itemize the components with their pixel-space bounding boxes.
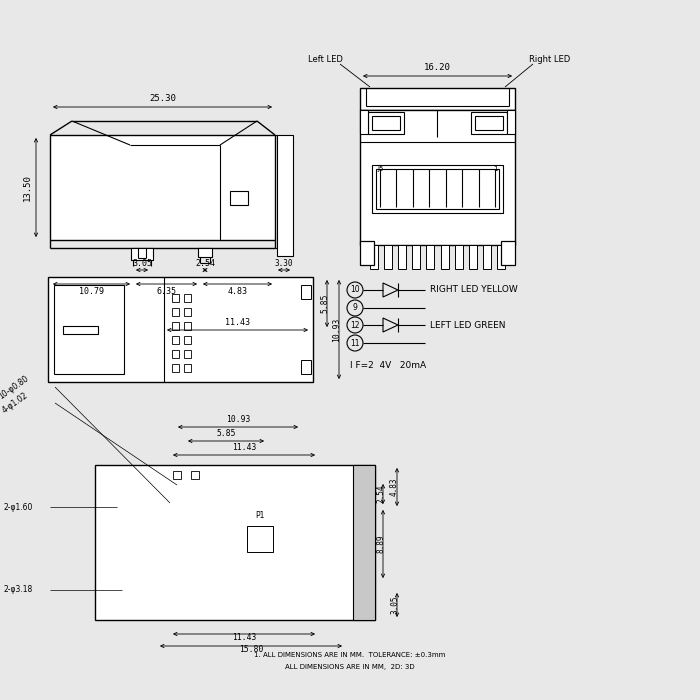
Text: 2.54: 2.54 [376,484,385,503]
Bar [184,336,191,344]
Bar [301,285,311,299]
Text: Right LED: Right LED [529,55,570,64]
Bar [172,364,179,372]
Text: 4.83: 4.83 [228,287,248,296]
Bar [198,248,212,257]
Bar [277,135,293,256]
Bar [426,245,435,269]
Text: 13.50: 13.50 [23,174,32,201]
Bar [454,245,463,269]
Bar [48,277,313,382]
Text: 8.89: 8.89 [376,535,385,553]
Text: 2-φ1.60: 2-φ1.60 [4,503,33,512]
Bar [370,245,378,269]
Bar [360,110,368,134]
Bar [301,360,311,374]
Text: Left LED: Left LED [307,55,342,64]
Text: 16.20: 16.20 [424,63,451,72]
Text: 2.54: 2.54 [195,259,215,268]
Text: RIGHT LED YELLOW: RIGHT LED YELLOW [430,286,518,295]
Bar [497,245,505,269]
Bar [483,245,491,269]
Text: 11: 11 [350,339,360,347]
Bar [471,112,507,134]
Text: 2-φ3.18: 2-φ3.18 [4,585,33,594]
Bar [247,526,273,552]
Bar [372,116,400,130]
Bar [368,112,404,134]
Text: P1: P1 [256,511,265,520]
Bar [184,364,191,372]
Bar [172,294,179,302]
Bar [172,308,179,316]
Bar [412,245,421,269]
Text: LEFT LED GREEN: LEFT LED GREEN [430,321,505,330]
Bar [384,245,392,269]
Bar [360,88,515,110]
Text: 1: 1 [493,166,498,172]
Bar [172,322,179,330]
Text: 1. ALL DIMENSIONS ARE IN MM.  TOLERANCE: ±0.3mm: 1. ALL DIMENSIONS ARE IN MM. TOLERANCE: … [254,652,446,658]
Text: 10-φ0.80: 10-φ0.80 [0,374,30,400]
Bar [63,326,98,334]
Bar [184,308,191,316]
Bar [172,350,179,358]
Text: I F=2  4V   20mA: I F=2 4V 20mA [350,360,426,370]
Text: 10.93: 10.93 [226,415,250,424]
Text: 4.83: 4.83 [390,477,399,496]
Text: 5.85: 5.85 [216,429,236,438]
Text: 3.05: 3.05 [132,259,152,268]
Text: 10.79: 10.79 [79,287,104,296]
Bar [360,110,515,245]
Bar [353,465,375,620]
Bar [398,245,406,269]
Bar [507,110,515,134]
Text: 12: 12 [350,321,360,330]
Bar [173,471,181,479]
Text: 6.35: 6.35 [157,287,176,296]
Text: 10: 10 [350,286,360,295]
Bar [469,245,477,269]
Text: 11.43: 11.43 [232,443,256,452]
Bar [372,165,503,213]
Bar [54,285,124,374]
Bar [191,471,199,479]
Text: 25.30: 25.30 [149,94,176,103]
Text: 4-φ1.02: 4-φ1.02 [1,391,30,415]
Text: 11.43: 11.43 [225,318,250,327]
Bar [131,248,153,260]
Text: 3.05: 3.05 [390,596,399,615]
Bar [172,336,179,344]
Text: J5: J5 [377,166,384,172]
Bar [360,241,374,265]
Bar [230,191,248,205]
Text: 3.30: 3.30 [274,259,293,268]
Bar [184,322,191,330]
Bar [184,294,191,302]
Text: 11.43: 11.43 [232,633,256,642]
Text: ALL DIMENSIONS ARE IN MM,  2D: 3D: ALL DIMENSIONS ARE IN MM, 2D: 3D [285,664,415,670]
Text: 15.80: 15.80 [239,645,263,654]
Bar [501,241,515,265]
Bar [95,465,375,620]
Text: 5.85: 5.85 [320,294,329,314]
Text: 10.93: 10.93 [332,317,341,342]
Bar [475,116,503,130]
Bar [50,135,275,240]
Bar [440,245,449,269]
Bar [376,169,499,209]
Text: 9: 9 [353,304,358,312]
Bar [184,350,191,358]
